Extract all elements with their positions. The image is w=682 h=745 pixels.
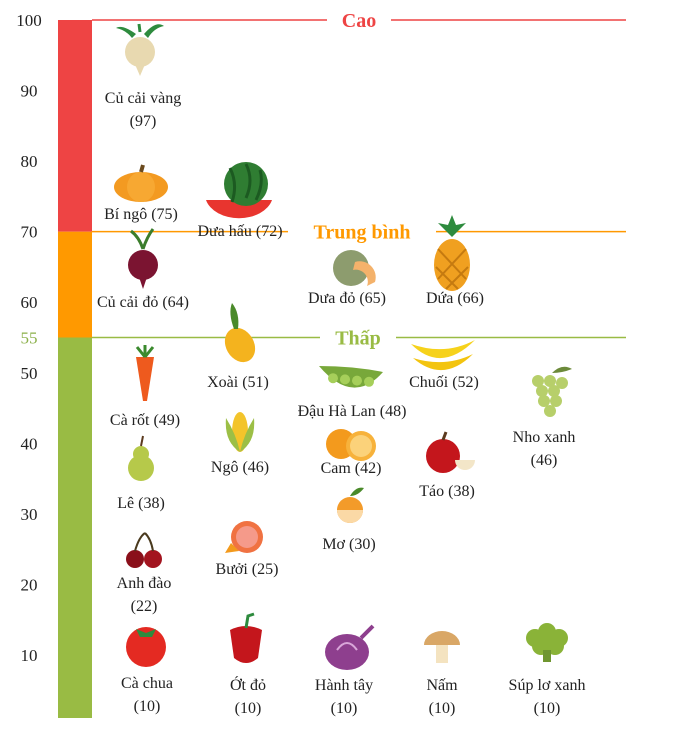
tomato-icon (126, 627, 166, 667)
data-label: (10) (235, 700, 262, 717)
data-label: Nho xanh (513, 429, 576, 446)
y-tick-label: 70 (21, 223, 38, 242)
data-label: Cà rốt (49) (110, 412, 180, 429)
data-point: Bưởi (25) (216, 521, 279, 578)
data-label: Dứa (66) (426, 290, 484, 307)
data-point: Súp lơ xanh (10) (509, 623, 586, 717)
data-label: Táo (38) (419, 483, 475, 500)
corn-icon (225, 412, 255, 452)
data-point: Xoài (51) (207, 303, 269, 391)
pear-icon (128, 435, 154, 481)
y-tick-label: 55 (21, 329, 38, 348)
y-tick-label: 100 (16, 11, 42, 30)
turnip-icon (116, 23, 164, 76)
mango-icon (224, 303, 256, 363)
y-tick-label: 10 (21, 646, 38, 665)
onion-icon (325, 624, 375, 670)
data-label: Đậu Hà Lan (48) (298, 403, 407, 420)
data-point: Táo (38) (419, 431, 475, 500)
data-label: Mơ (30) (322, 536, 375, 553)
data-point: Nho xanh (46) (513, 366, 576, 469)
band-bar-2 (58, 337, 92, 718)
grapefruit-icon (225, 521, 263, 553)
data-point: Ớt đỏ (10) (230, 612, 266, 717)
broccoli-icon (526, 623, 568, 662)
data-label: (10) (534, 700, 561, 717)
data-point: Mơ (30) (322, 487, 376, 553)
data-label: Chuối (52) (409, 374, 479, 391)
cherry-icon (126, 532, 162, 568)
data-point: Ngô (46) (211, 412, 269, 476)
data-label: Anh đào (117, 575, 172, 592)
data-label: (10) (331, 700, 358, 717)
data-point: Cà chua (10) (121, 627, 173, 715)
data-point: Hành tây (10) (315, 624, 375, 717)
data-label: Bí ngô (75) (104, 206, 178, 223)
data-point: Cam (42) (321, 429, 382, 477)
mushroom-icon (424, 631, 460, 663)
cantaloupe-icon (333, 250, 376, 286)
banana-icon (411, 340, 475, 371)
y-tick-label: 50 (21, 364, 38, 383)
apricot-icon (337, 487, 364, 523)
data-label: Xoài (51) (207, 374, 269, 391)
band-label-0: Cao (342, 10, 376, 32)
data-point: Đậu Hà Lan (48) (298, 366, 407, 420)
data-label: (46) (531, 452, 558, 469)
data-point: Bí ngô (75) (104, 164, 178, 223)
data-point: Nấm (10) (424, 631, 460, 717)
data-point: Lê (38) (117, 435, 165, 512)
data-label: Bưởi (25) (216, 561, 279, 578)
data-point: Củ cải vàng (97) (105, 23, 181, 130)
data-point: Củ cải đỏ (64) (97, 228, 189, 311)
beet-icon (128, 228, 158, 289)
data-point: Dưa đỏ (65) (308, 250, 386, 307)
data-label: (10) (134, 698, 161, 715)
data-label: (97) (130, 113, 157, 130)
y-tick-label: 60 (21, 293, 38, 312)
y-tick-label: 80 (21, 152, 38, 171)
data-label: Nấm (426, 677, 458, 694)
data-label: Lê (38) (117, 495, 165, 512)
pineapple-icon (434, 215, 470, 291)
pumpkin-icon (114, 164, 168, 202)
watermelon-icon (206, 162, 272, 219)
data-point: Cà rốt (49) (110, 345, 180, 429)
y-tick-label: 30 (21, 505, 38, 524)
data-label: Củ cải đỏ (64) (97, 294, 189, 311)
band-label-2: Thấp (335, 328, 381, 350)
data-label: (22) (131, 598, 158, 615)
band-bar-1 (58, 231, 92, 338)
y-tick-label: 40 (21, 434, 38, 453)
apple-icon (426, 431, 475, 473)
data-label: Hành tây (315, 677, 373, 694)
data-label: Dưa hấu (72) (197, 223, 282, 240)
data-label: Dưa đỏ (65) (308, 290, 386, 307)
data-label: Ớt đỏ (230, 675, 266, 694)
band-bar-0 (58, 20, 92, 232)
data-label: (10) (429, 700, 456, 717)
data-point: Chuối (52) (409, 340, 479, 391)
data-label: Cam (42) (321, 460, 382, 477)
band-label-1: Trung bình (314, 222, 411, 244)
data-point: Dứa (66) (426, 215, 484, 307)
green-grapes-icon (532, 366, 572, 417)
peas-icon (319, 366, 383, 388)
data-point: Dưa hấu (72) (197, 162, 283, 240)
data-point: Anh đào (22) (117, 532, 172, 615)
data-label: Ngô (46) (211, 459, 269, 476)
data-label: Súp lơ xanh (509, 677, 586, 694)
carrot-icon (135, 345, 155, 401)
red-pepper-icon (230, 612, 262, 663)
y-tick-label: 20 (21, 575, 38, 594)
data-label: Củ cải vàng (105, 90, 181, 107)
data-label: Cà chua (121, 675, 173, 692)
y-tick-label: 90 (21, 82, 38, 101)
orange-icon (326, 429, 376, 461)
